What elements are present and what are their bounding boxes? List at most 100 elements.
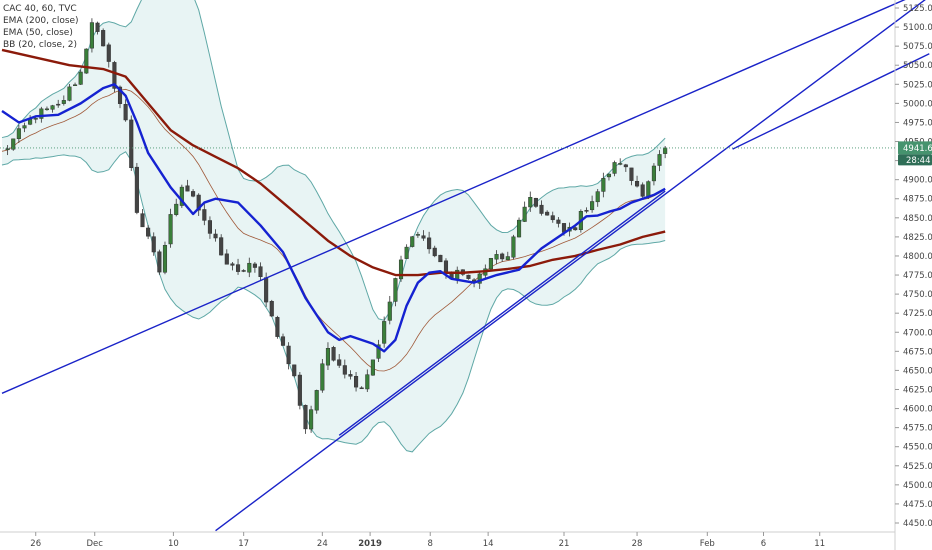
y-tick-label: 4675.0	[903, 347, 932, 357]
y-tick-label: 5050.0	[903, 61, 932, 71]
candle-body	[129, 119, 134, 168]
candle-body	[303, 404, 308, 430]
ema-200-line	[1, 48, 666, 277]
candle-body	[365, 374, 370, 390]
candle-body	[56, 103, 61, 106]
candle-body	[196, 194, 201, 211]
candle-body	[185, 185, 190, 192]
trendline[interactable]	[215, 0, 930, 532]
x-tick-label: 8	[428, 539, 433, 549]
candle-body	[623, 164, 628, 168]
candle-body	[410, 236, 415, 247]
x-tick-label: 10	[168, 539, 179, 549]
candle-body	[106, 44, 111, 62]
candle-body	[67, 86, 72, 101]
candle-body	[601, 178, 606, 192]
candle-body	[663, 147, 668, 154]
legend[interactable]: CAC 40, 60, TVC EMA (200, close) EMA (50…	[3, 3, 79, 51]
candle-body	[522, 206, 527, 222]
candle-body	[16, 128, 21, 139]
y-tick-label: 4975.0	[903, 118, 932, 128]
candle-body	[247, 262, 252, 273]
candle-body	[309, 409, 314, 430]
candle-body	[415, 234, 420, 236]
x-tick-label: 17	[238, 539, 249, 549]
legend-title[interactable]: CAC 40, 60, TVC	[3, 4, 77, 14]
candle-body	[78, 71, 83, 85]
y-tick-label: 4700.0	[903, 328, 932, 338]
candle-body	[618, 163, 623, 165]
legend-bb[interactable]: BB (20, close, 2)	[3, 40, 78, 50]
candle-body	[612, 162, 617, 174]
candle-body	[337, 359, 342, 366]
candle-body	[224, 253, 229, 265]
legend-ema200[interactable]: EMA (200, close)	[3, 16, 79, 26]
x-tick-label: 28	[632, 539, 643, 549]
candle-body	[640, 184, 645, 197]
y-tick-label: 4725.0	[903, 309, 932, 319]
candle-body	[438, 254, 443, 263]
y-tick-label: 5125.0	[903, 4, 932, 14]
candle-body	[646, 181, 651, 197]
candle-body	[629, 167, 634, 181]
candle-body	[140, 213, 145, 228]
y-tick-label: 4550.0	[903, 443, 932, 453]
candle-body	[494, 254, 499, 260]
candle-body	[320, 363, 325, 391]
y-tick-label: 4775.0	[903, 271, 932, 281]
last-price-label: 4941.6	[903, 144, 932, 154]
candle-body	[359, 387, 364, 390]
candle-body	[95, 22, 100, 32]
y-tick-label: 4500.0	[903, 481, 932, 491]
y-tick-label: 4800.0	[903, 252, 932, 262]
ema-200-path	[1, 48, 666, 277]
candle-body	[488, 258, 493, 270]
candle-body	[191, 191, 196, 197]
candle-body	[342, 365, 347, 375]
candle-body	[635, 181, 640, 187]
x-tick-label: 24	[317, 539, 328, 549]
candle-body	[595, 191, 600, 203]
bar-timer-label: 28:44	[906, 156, 931, 166]
bollinger-bands	[1, 0, 666, 453]
candle-body	[230, 263, 235, 266]
x-tick-label: 6	[761, 539, 766, 549]
y-tick-label: 4875.0	[903, 195, 932, 205]
y-tick-label: 4650.0	[903, 366, 932, 376]
y-tick-label: 5000.0	[903, 99, 932, 109]
candle-body	[241, 270, 246, 272]
y-tick-label: 4825.0	[903, 233, 932, 243]
candle-body	[89, 22, 94, 49]
trendline[interactable]	[732, 53, 930, 150]
candle-body	[5, 148, 10, 151]
candle-body	[162, 245, 168, 273]
x-axis[interactable]: 26 Dec 10 17 24 2019 8 14 21 28 Feb 6 11	[30, 532, 825, 549]
candle-body	[539, 204, 544, 214]
candle-body	[50, 105, 55, 110]
candle-body	[151, 236, 156, 253]
candle-body	[516, 219, 522, 238]
candle-body	[297, 374, 302, 406]
candle-body	[331, 347, 336, 361]
candle-body	[292, 364, 297, 377]
y-tick-label: 4600.0	[903, 405, 932, 415]
candle-body	[101, 30, 106, 47]
bb-upper	[1, 0, 666, 321]
ema-50-line	[1, 83, 666, 353]
candle-body	[73, 84, 78, 86]
bb-basis	[1, 88, 666, 372]
candle-body	[348, 374, 353, 377]
bb-lower	[1, 151, 666, 453]
trendline[interactable]	[1, 0, 929, 394]
candle-body	[466, 274, 471, 279]
last-price-tag: 4941.6 28:44	[898, 141, 932, 166]
candle-body	[213, 233, 218, 239]
y-tick-label: 4850.0	[903, 214, 932, 224]
y-axis[interactable]: 5125.0 5100.0 5075.0 5050.0 5025.0 5000.0 4975…	[895, 4, 932, 529]
candle-body	[550, 215, 555, 221]
candle-body	[202, 209, 207, 221]
candle-body	[219, 237, 224, 256]
legend-ema50[interactable]: EMA (50, close)	[3, 28, 73, 38]
trendline[interactable]	[338, 190, 666, 436]
